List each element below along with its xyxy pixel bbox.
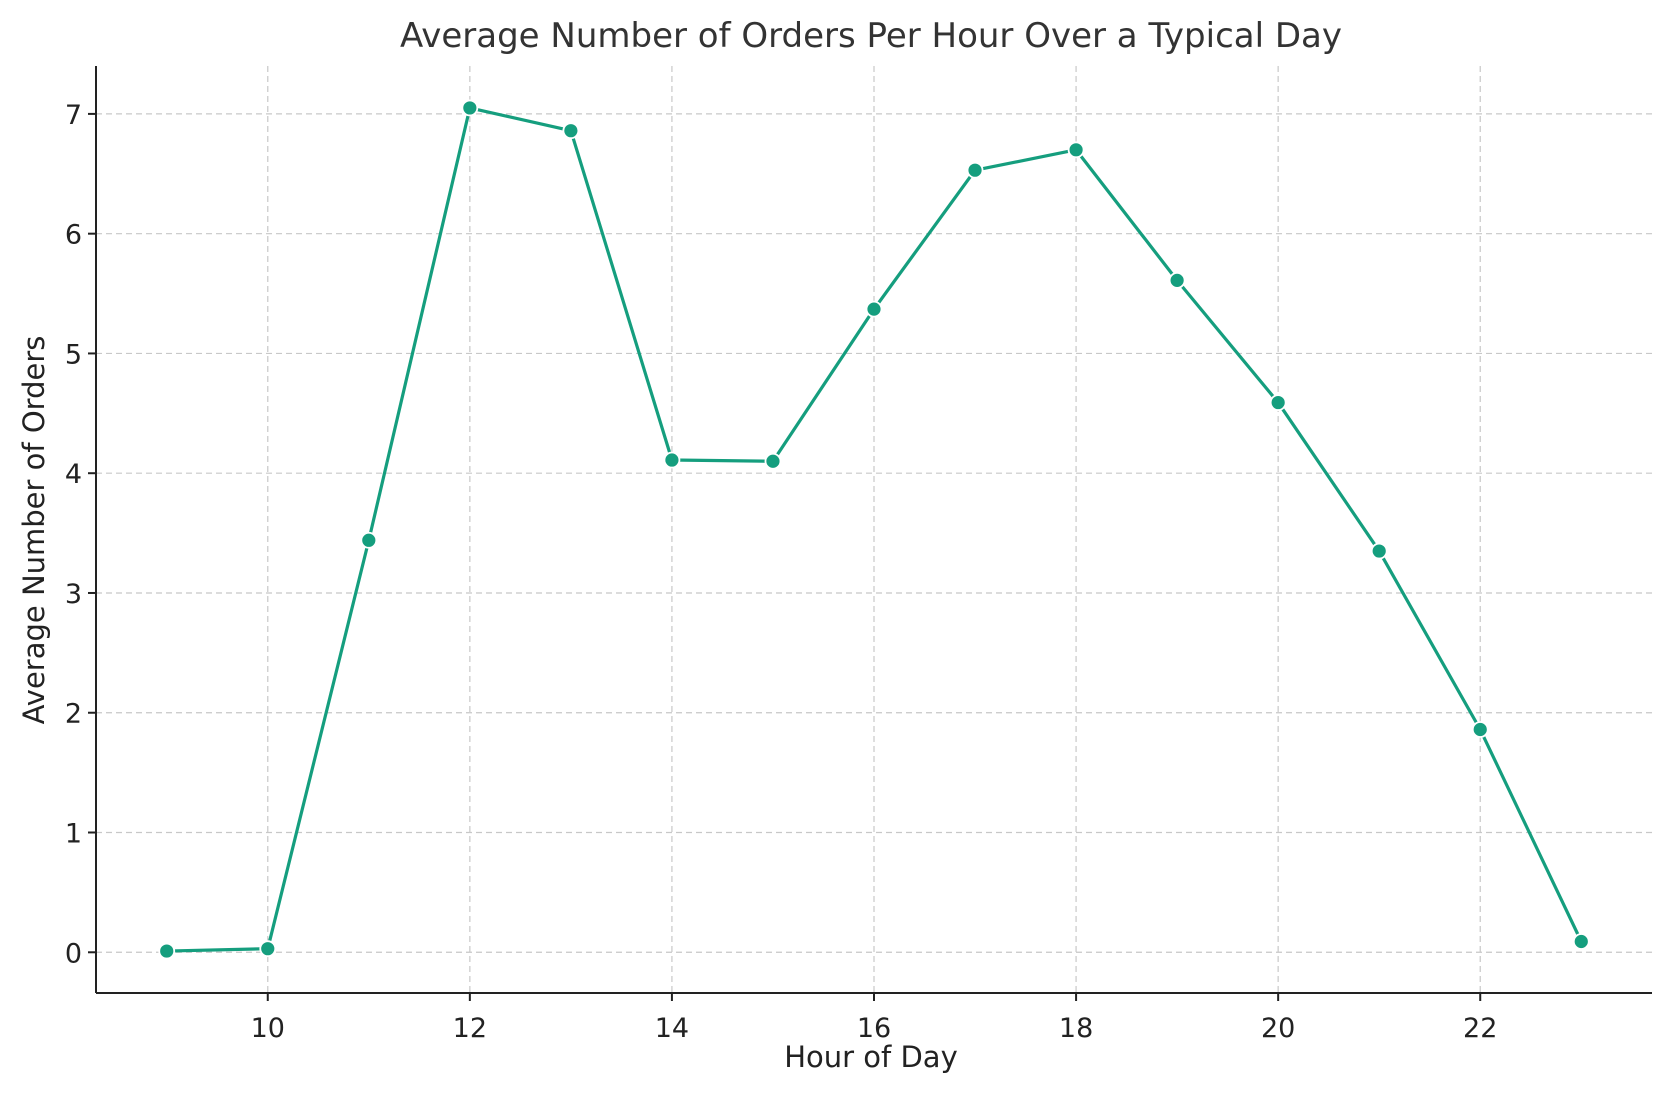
data-point[interactable] [764,452,782,470]
y-tick-label: 0 [65,938,82,969]
series [158,99,1590,960]
data-point[interactable] [461,99,479,117]
data-point[interactable] [1471,721,1489,738]
y-tick-label: 4 [65,459,82,490]
data-point[interactable] [562,122,580,140]
x-tick-label: 14 [655,1013,689,1044]
y-tick-label: 7 [65,100,82,131]
y-tick-label: 5 [65,339,82,370]
data-point[interactable] [1269,394,1287,411]
x-tick-label: 22 [1463,1013,1497,1044]
data-point[interactable] [1168,271,1186,289]
data-point[interactable] [663,451,681,469]
y-tick-label: 6 [65,220,82,251]
data-point[interactable] [966,161,984,179]
x-tick-label: 10 [251,1013,285,1044]
data-point[interactable] [1067,141,1085,159]
data-point[interactable] [259,940,277,958]
y-tick-label: 1 [65,819,82,850]
data-point[interactable] [1370,542,1388,560]
chart-title: Average Number of Orders Per Hour Over a… [400,16,1342,56]
x-tick-label: 18 [1059,1013,1093,1044]
x-axis-label: Hour of Day [784,1040,958,1074]
data-point[interactable] [360,531,378,549]
grid [96,66,1652,993]
x-tick-label: 12 [453,1013,487,1044]
y-tick-label: 2 [65,699,82,730]
y-axis-label: Average Number of Orders [17,336,51,725]
data-point[interactable] [1572,933,1590,950]
y-tick-label: 3 [65,579,82,610]
data-point[interactable] [865,300,883,318]
x-tick-label: 20 [1261,1013,1295,1044]
data-point[interactable] [158,942,176,960]
x-tick-label: 16 [857,1013,891,1044]
